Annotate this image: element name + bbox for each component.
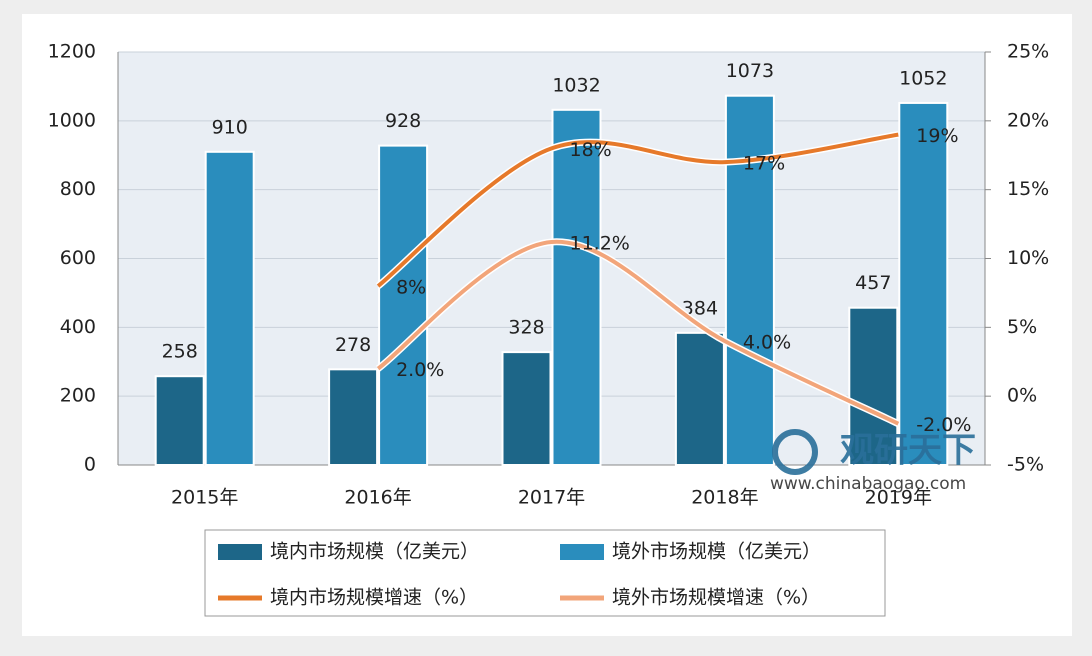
bar-value-label: 278 [335, 334, 371, 356]
bar [674, 331, 725, 466]
y-tick-label: 400 [60, 316, 96, 338]
legend-label: 境内市场规模增速（%） [270, 587, 478, 609]
legend-box [204, 529, 886, 617]
y-tick-label: 0 [84, 454, 96, 476]
bar [848, 306, 899, 466]
line-value-label: 4.0% [743, 332, 791, 354]
line-value-label: 8% [396, 277, 426, 299]
legend-swatch [218, 544, 262, 560]
bar [501, 351, 552, 467]
x-tick-label: 2017年 [518, 487, 585, 509]
y2-tick-label: -5% [1007, 454, 1044, 476]
y2-tick-label: 25% [1007, 41, 1049, 63]
y2-tick-label: 15% [1007, 178, 1049, 200]
x-tick-label: 2019年 [865, 487, 932, 509]
x-tick-label: 2016年 [344, 487, 411, 509]
y2-tick-label: 5% [1007, 316, 1037, 338]
bar-value-label: 928 [385, 110, 421, 132]
line-value-label: -2.0% [916, 414, 971, 436]
bar [551, 108, 602, 466]
y-tick-label: 1000 [48, 109, 96, 131]
bar [378, 144, 429, 466]
y2-tick-label: 0% [1007, 385, 1037, 407]
x-tick-label: 2018年 [691, 487, 758, 509]
legend-swatch [560, 544, 604, 560]
bar [898, 101, 949, 466]
y2-tick-label: 10% [1007, 247, 1049, 269]
line [376, 239, 900, 426]
x-tick-label: 2015年 [171, 487, 238, 509]
bar-value-label: 1032 [552, 74, 600, 96]
legend-label: 境外市场规模增速（%） [612, 587, 820, 609]
y-tick-label: 1200 [48, 41, 96, 63]
bar-value-label: 910 [212, 116, 248, 138]
line [376, 132, 899, 288]
y-tick-label: 600 [60, 247, 96, 269]
bar-value-label: 328 [508, 317, 544, 339]
bar-value-label: 384 [682, 297, 718, 319]
bar-value-label: 457 [855, 272, 891, 294]
y2-tick-label: 20% [1007, 109, 1049, 131]
line-value-label: 17% [743, 153, 785, 175]
bar-value-label: 258 [162, 341, 198, 363]
bar [724, 94, 775, 466]
line-value-label: 11.2% [570, 232, 630, 254]
line-value-label: 18% [570, 139, 612, 161]
watermark-url: www.chinabaogao.com [770, 474, 966, 494]
legend-label: 境内市场规模（亿美元） [270, 541, 479, 563]
bar [328, 368, 379, 466]
watermark-brand: 观研天下 [840, 431, 976, 471]
legend-label: 境外市场规模（亿美元） [612, 541, 821, 563]
bar [204, 150, 255, 467]
watermark: 观研天下 www.chinabaogao.com [770, 429, 976, 494]
bar-value-label: 1073 [726, 60, 774, 82]
y-tick-label: 200 [60, 385, 96, 407]
bar-value-label: 1052 [899, 67, 947, 89]
line-value-label: 2.0% [396, 359, 444, 381]
bar [154, 375, 205, 466]
y-tick-label: 800 [60, 178, 96, 200]
watermark-logo [772, 429, 818, 475]
line-value-label: 19% [916, 125, 958, 147]
